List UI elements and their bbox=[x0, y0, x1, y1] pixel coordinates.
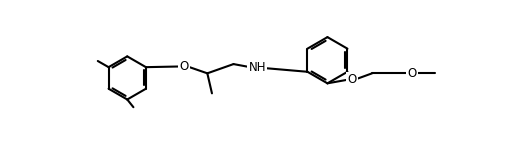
Text: O: O bbox=[407, 67, 417, 80]
Text: NH: NH bbox=[249, 61, 266, 74]
Text: O: O bbox=[347, 73, 357, 86]
Text: O: O bbox=[180, 60, 189, 73]
